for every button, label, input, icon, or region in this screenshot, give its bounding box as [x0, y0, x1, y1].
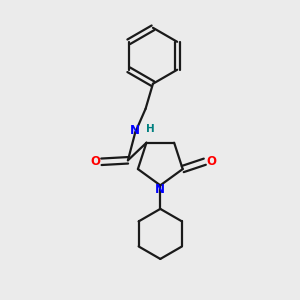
Text: N: N — [155, 183, 165, 196]
Text: H: H — [146, 124, 155, 134]
Text: O: O — [206, 155, 216, 168]
Text: N: N — [130, 124, 140, 137]
Text: O: O — [90, 155, 100, 168]
